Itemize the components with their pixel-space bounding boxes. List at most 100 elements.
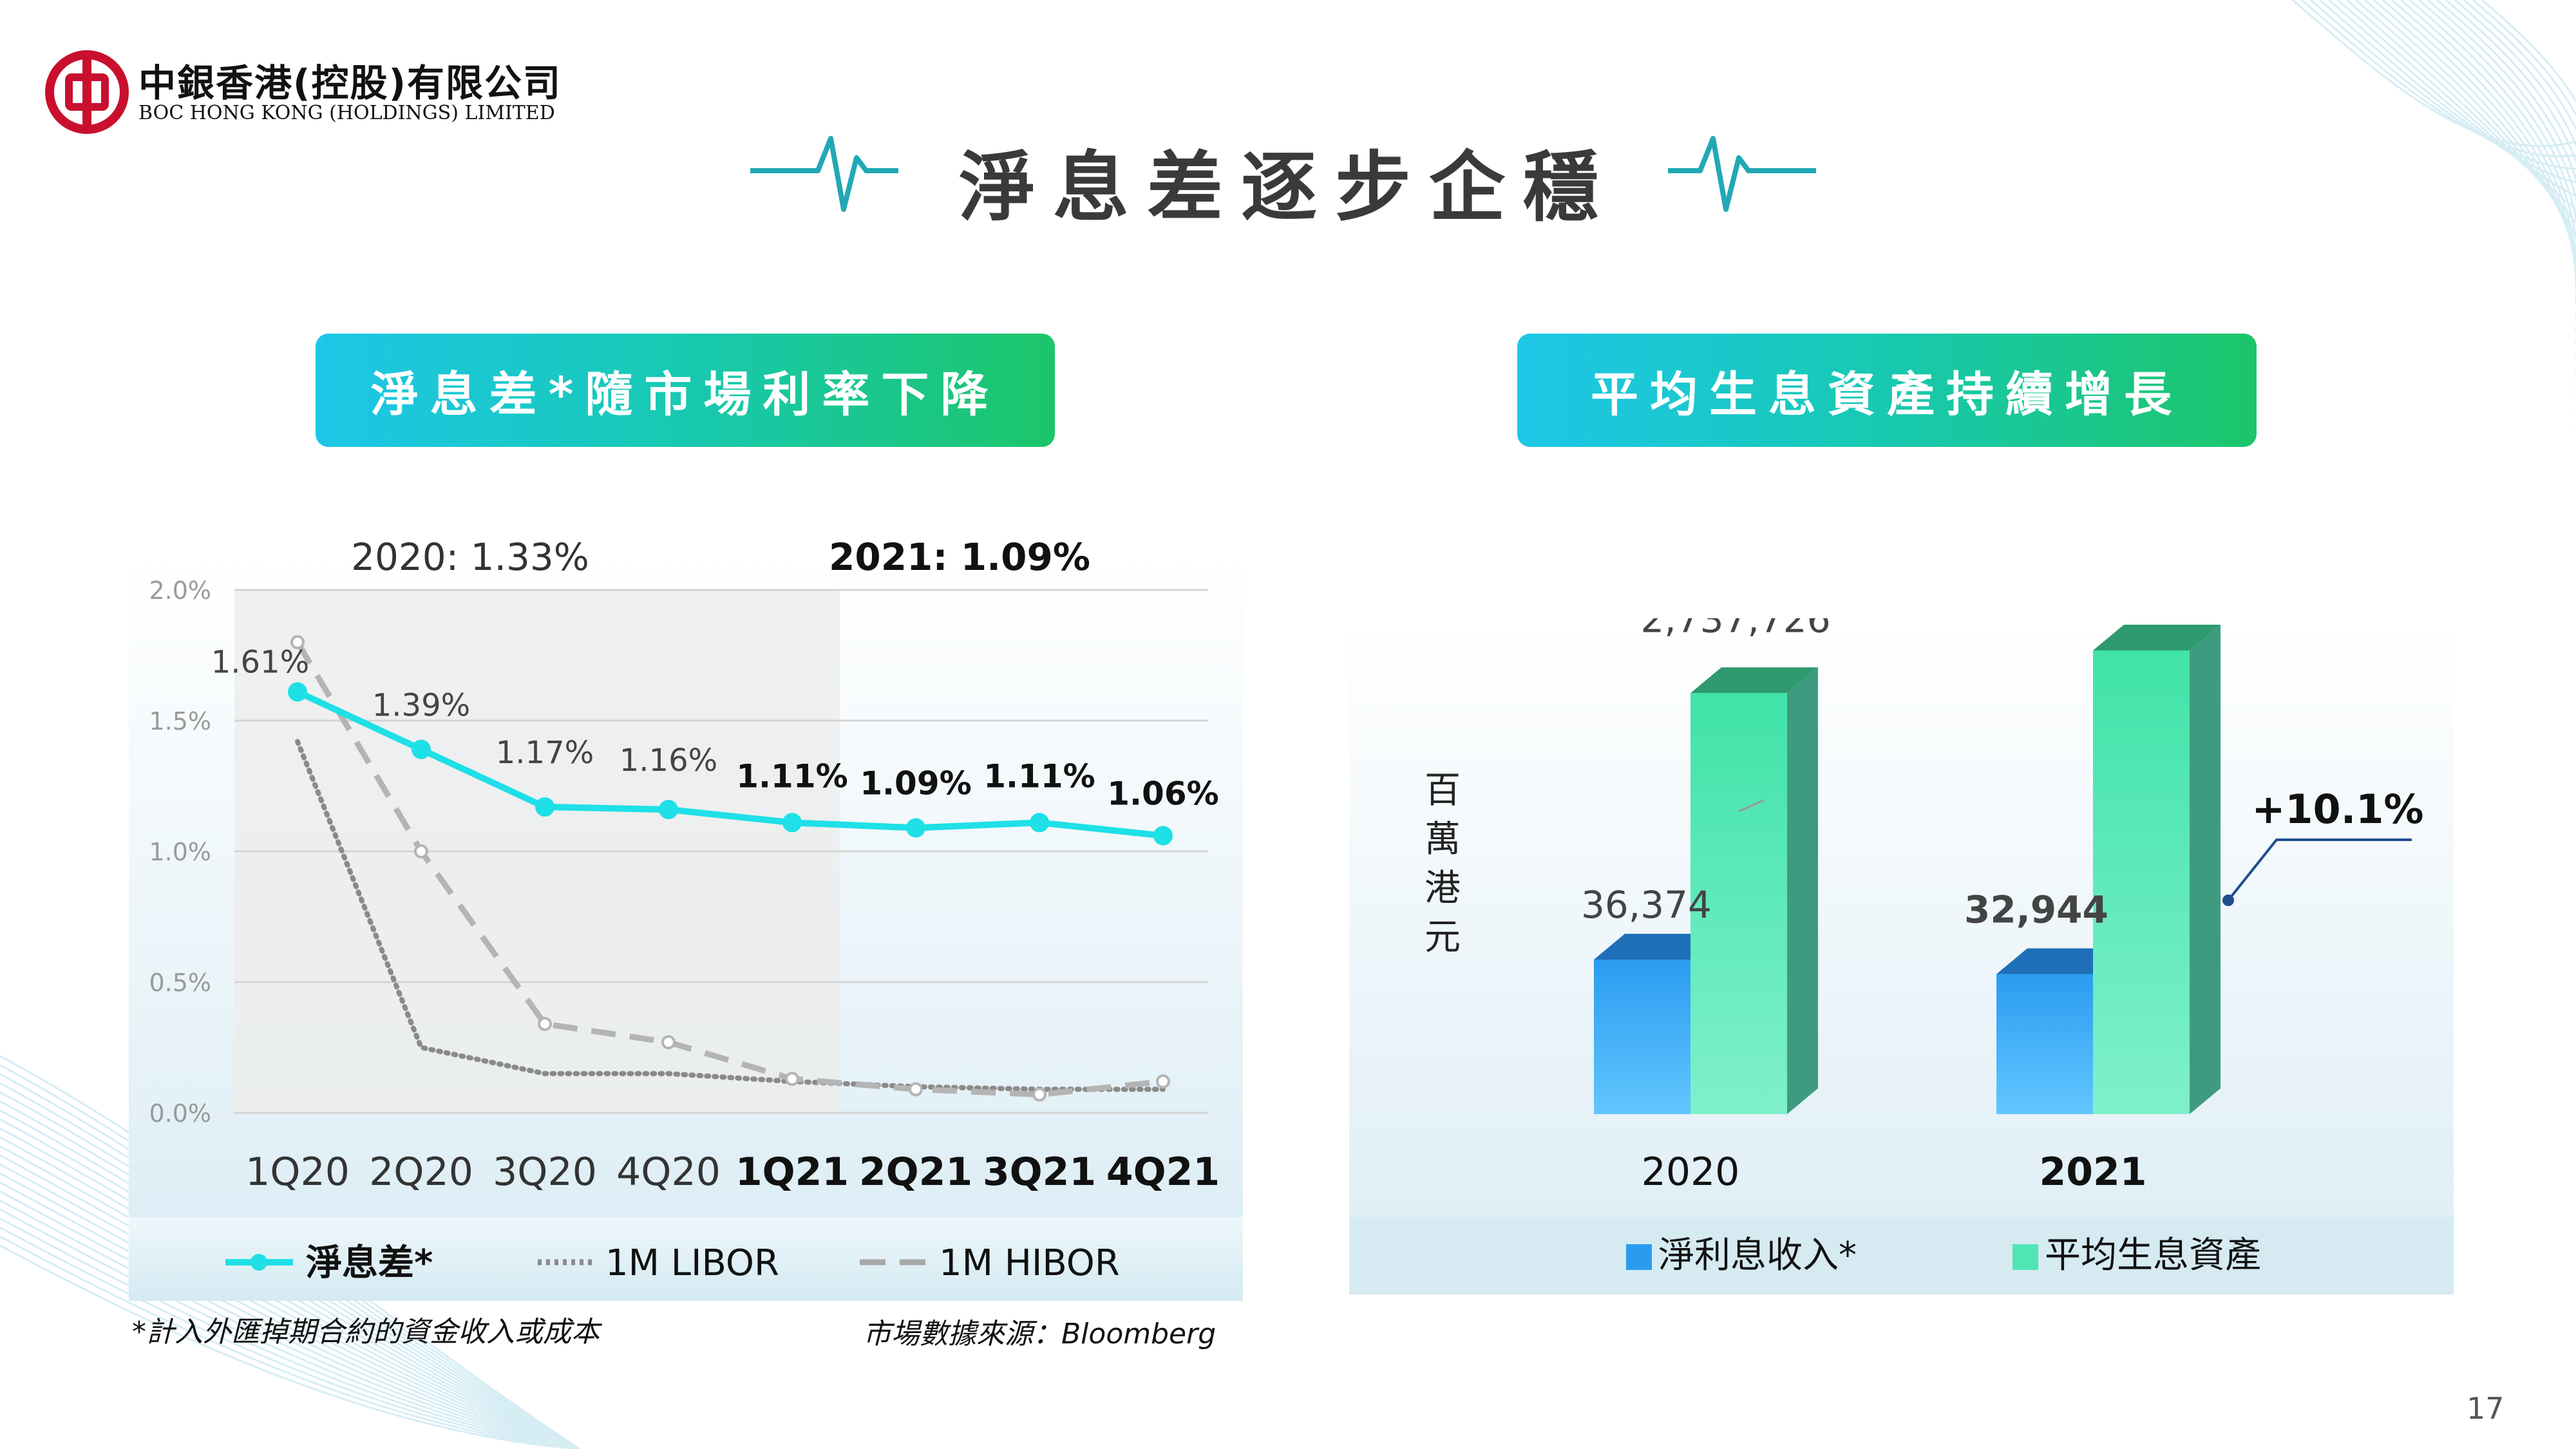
nim-banner: 淨息差*隨市場利率下降 [316, 334, 1055, 447]
deco-line [2454, 0, 2576, 385]
legend-nii-label: 淨利息收入* [1658, 1235, 1857, 1276]
data-source: 市場數據來源：Bloomberg [863, 1318, 1217, 1350]
deco-line [2481, 0, 2576, 426]
x-tick-label: 4Q20 [616, 1150, 721, 1195]
legend: 淨息差* 1M LIBOR 1M HIBOR [225, 1242, 1120, 1284]
nim-line [296, 688, 1164, 839]
deco-line [2400, 0, 2576, 304]
deco-line [0, 1217, 580, 1449]
deco-line [0, 1208, 580, 1449]
nim-data-label: 1.06% [1107, 775, 1218, 813]
company-name-chinese: 中銀香港(控股)有限公司 [138, 61, 562, 105]
assets-data-label: 2,737,726 [1640, 618, 1830, 641]
hibor-point [414, 844, 428, 858]
x-tick-label: 2Q21 [859, 1150, 972, 1195]
assets-banner: 平均生息資產持續增長 [1517, 334, 2257, 447]
y-tick-label: 1.5% [149, 707, 211, 735]
legend-background [1349, 1217, 2454, 1294]
company-name-english: BOC HONG KONG (HOLDINGS) LIMITED [138, 102, 555, 124]
deco-line [2445, 0, 2576, 372]
y-tick-label: 1.0% [149, 838, 211, 866]
label-leader-line [1738, 799, 1765, 813]
nii-data-label: 32,944 [1964, 888, 2108, 932]
y-tick-label: 2.0% [149, 576, 211, 605]
deco-line [0, 1136, 580, 1449]
page-number: 17 [2467, 1391, 2505, 1426]
assets-bar [1690, 693, 1787, 1114]
nim-line-chart: 2020: 1.33% 2021: 1.09% 0.0% 0.5% 1.0% 1.5%… [129, 535, 1243, 1301]
x-tick-label: 2020 [1642, 1150, 1740, 1195]
legend-nim-label: 淨息差* [306, 1242, 433, 1284]
nii-bar-top [1996, 948, 2124, 974]
deco-line [2328, 0, 2576, 197]
nii-bar-top [1594, 934, 1721, 960]
hibor-point [909, 1082, 923, 1097]
deco-line [0, 1154, 580, 1449]
assets-bar-top [2093, 625, 2221, 650]
hibor-point [538, 1016, 552, 1031]
x-tick-label: 3Q20 [493, 1150, 597, 1195]
unit-label: 百萬港元 [1425, 770, 1461, 958]
legend-assets-label: 平均生息資產 [2045, 1235, 2261, 1276]
deco-line [0, 1235, 580, 1449]
deco-line [2301, 0, 2576, 158]
assets-bar [2093, 650, 2190, 1114]
nim-point [535, 797, 554, 817]
y-tick-label: 0.5% [149, 969, 211, 997]
legend-nii-swatch [1626, 1244, 1652, 1270]
nim-data-label: 1.16% [620, 743, 717, 779]
boc-logo-icon [45, 50, 129, 134]
hibor-point [1156, 1074, 1170, 1089]
nim-data-label: 1.39% [372, 688, 470, 724]
nim-point [288, 682, 307, 702]
deco-line [2346, 0, 2576, 223]
deco-line [0, 1181, 580, 1449]
deco-line [2382, 0, 2576, 278]
growth-label: +10.1% [2251, 786, 2423, 833]
deco-line [2391, 0, 2576, 290]
deco-line [0, 1172, 580, 1449]
hibor-point [1032, 1087, 1046, 1102]
year-2020-label: 2020: 1.33% [351, 535, 589, 579]
nim-data-label: 1.11% [736, 757, 848, 795]
hibor-point [785, 1072, 799, 1086]
x-tick-label: 2Q20 [369, 1150, 473, 1195]
nim-point [1030, 813, 1049, 833]
x-tick-label: 3Q21 [983, 1150, 1096, 1195]
nim-data-label: 1.17% [496, 735, 594, 771]
deco-line [0, 1244, 580, 1449]
nim-data-label: 1.11% [983, 757, 1095, 795]
nim-footnote: *計入外匯掉期合約的資金收入或成本 [132, 1316, 600, 1349]
chart-background [1349, 618, 2454, 1294]
heartbeat-right-icon [1668, 136, 1816, 212]
deco-line [2292, 0, 2576, 147]
nii-bar [1594, 960, 1690, 1114]
nim-data-label: 1.09% [860, 764, 971, 802]
deco-line [0, 1199, 580, 1449]
deco-line [2427, 0, 2576, 345]
growth-callout-line [2227, 838, 2412, 902]
nii-data-label: 36,374 [1581, 883, 1712, 927]
nim-point [412, 739, 431, 759]
deco-line [0, 1226, 580, 1449]
nim-point [659, 800, 678, 820]
x-tick-label: 1Q21 [735, 1150, 849, 1195]
hibor-line [295, 640, 1164, 1098]
assets-bar-top [1690, 667, 1818, 694]
deco-line [2472, 0, 2576, 412]
deco-line [0, 1163, 580, 1449]
nim-point [906, 818, 925, 838]
nim-point [1153, 826, 1173, 846]
legend-assets-swatch [2012, 1244, 2038, 1270]
x-tick-label: 4Q21 [1106, 1150, 1220, 1195]
year-2021-label: 2021: 1.09% [829, 535, 1090, 579]
deco-line [2436, 0, 2576, 358]
deco-line [2463, 0, 2576, 399]
legend-libor-label: 1M LIBOR [605, 1242, 779, 1284]
hibor-point [661, 1035, 676, 1050]
nim-point [782, 813, 802, 833]
legend-nim-marker [251, 1254, 267, 1271]
libor-line [295, 739, 1166, 1092]
deco-line [0, 1145, 580, 1449]
